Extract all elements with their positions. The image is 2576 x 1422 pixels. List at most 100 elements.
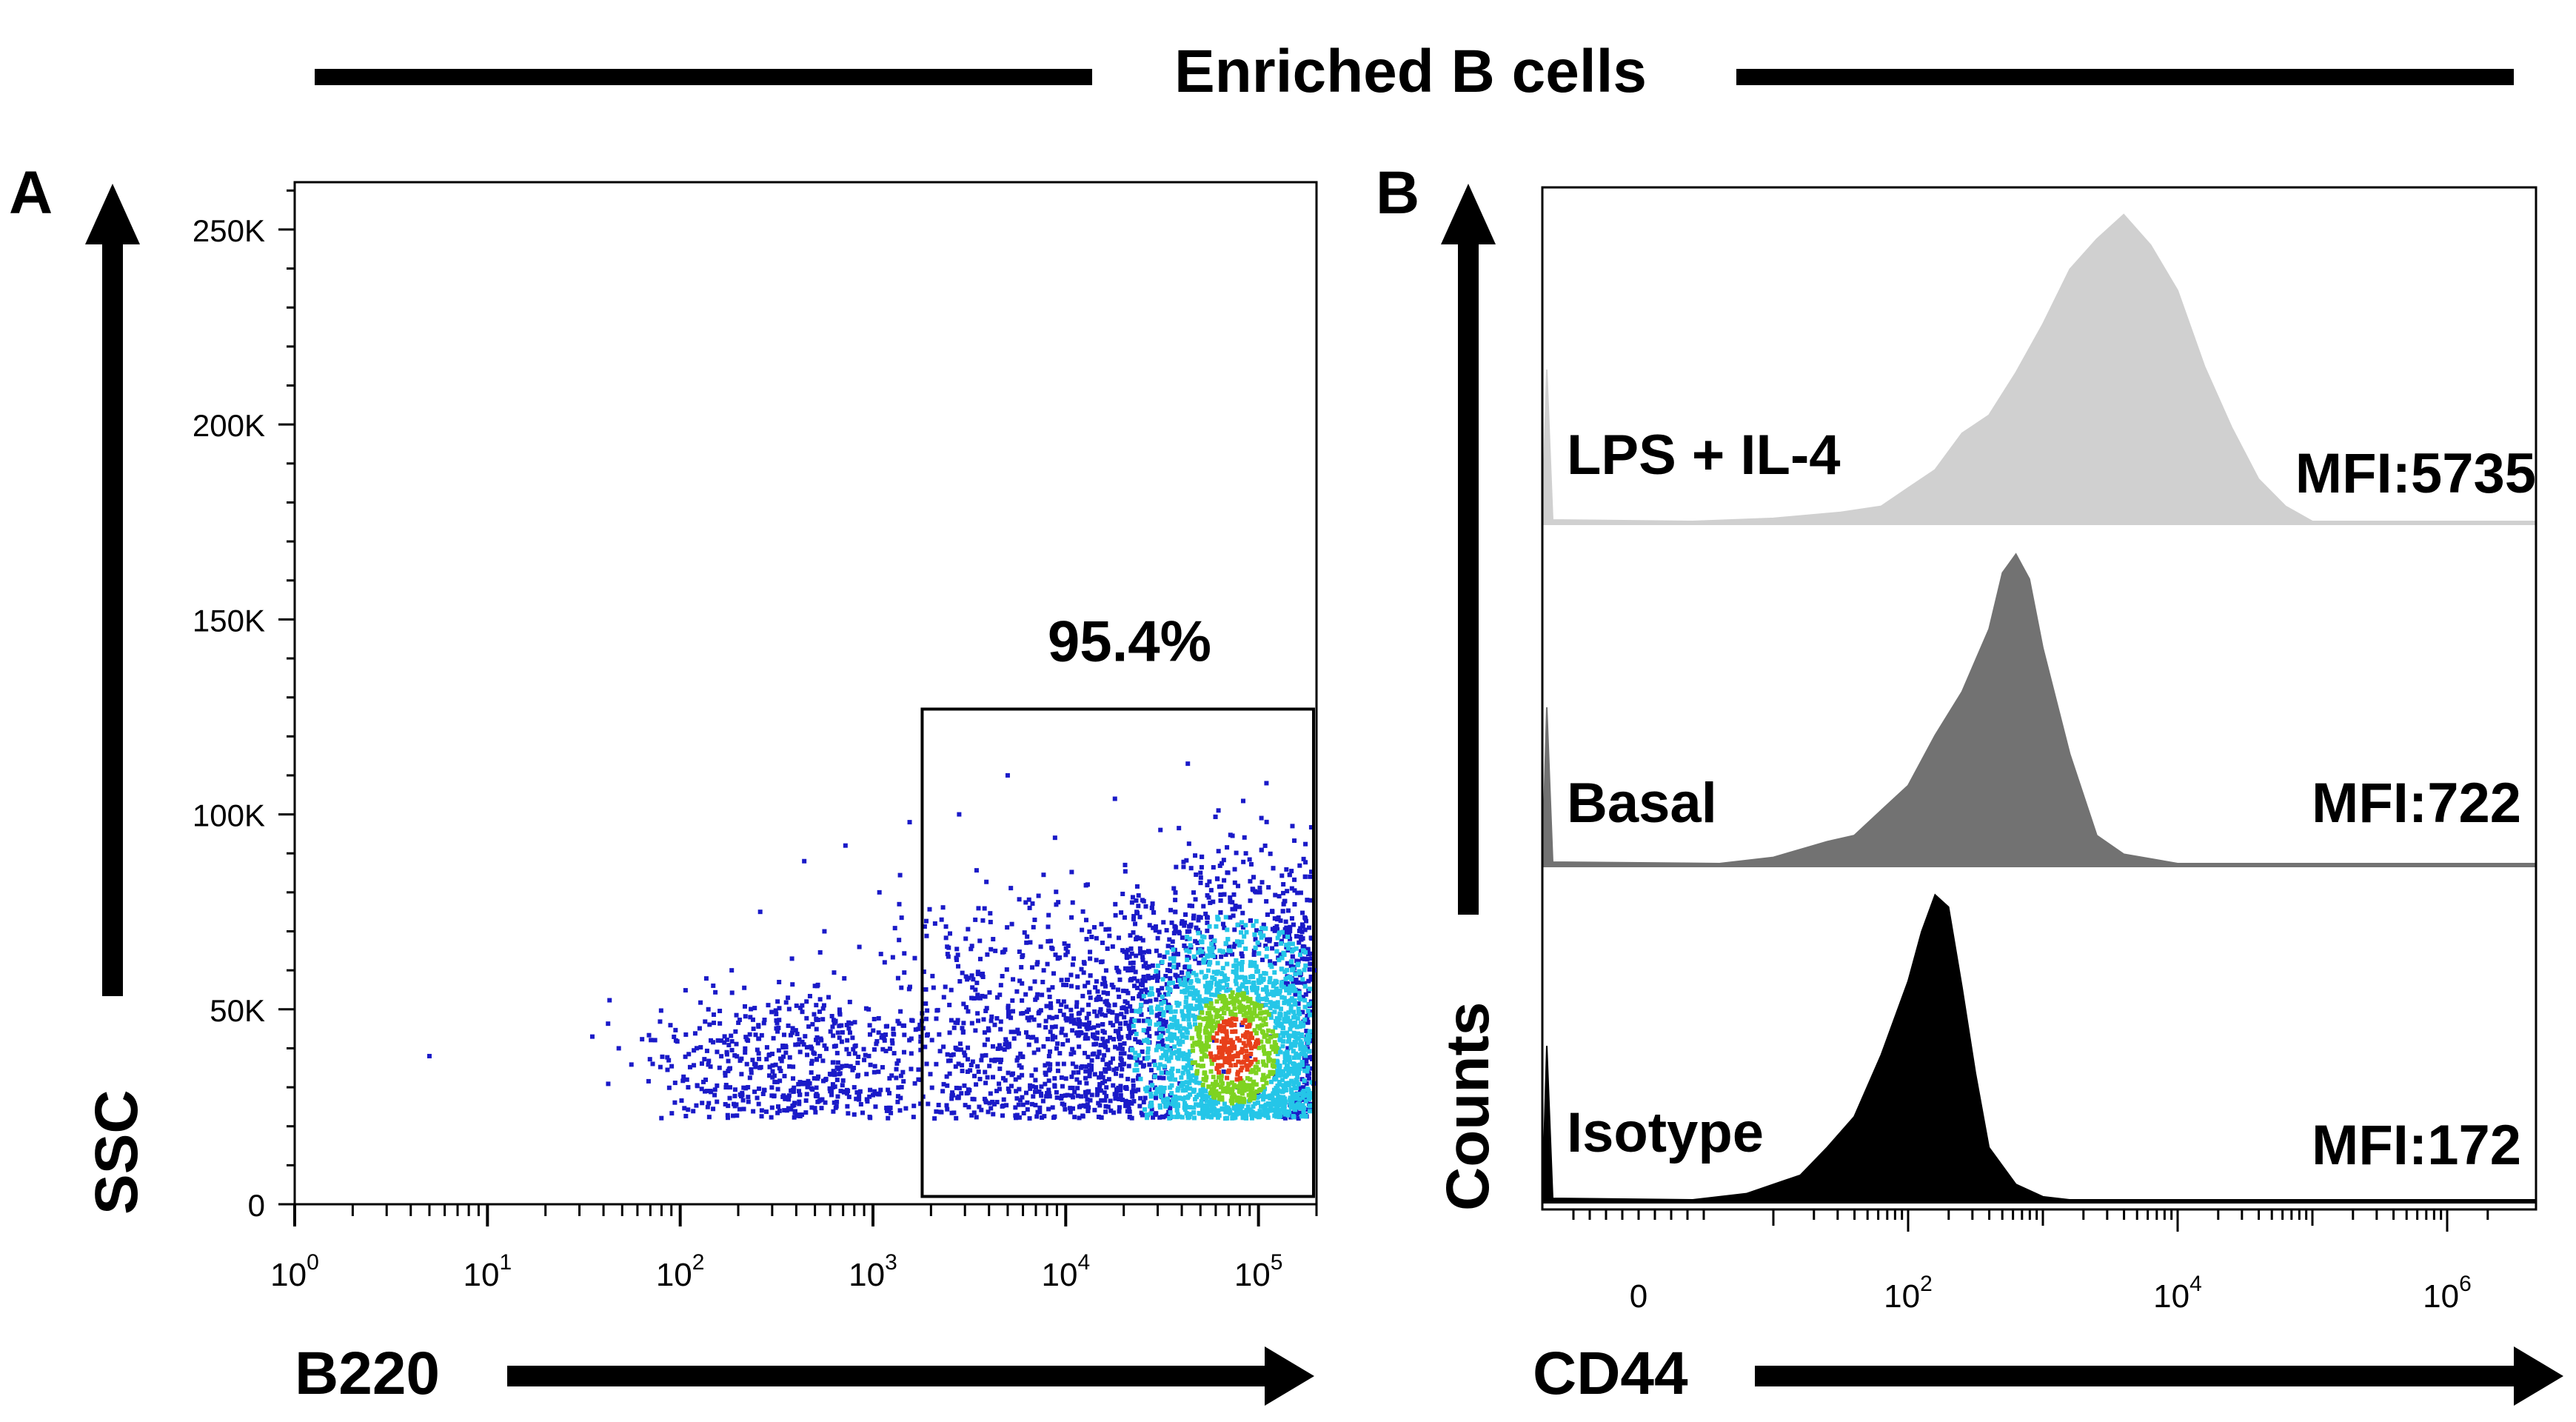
event-dot — [1221, 1069, 1226, 1075]
event-dot — [1158, 1094, 1163, 1099]
event-dot — [1148, 998, 1153, 1004]
event-dot — [797, 1092, 803, 1098]
event-dot — [1188, 866, 1194, 871]
event-dot — [1280, 1044, 1285, 1049]
event-dot — [1261, 1084, 1266, 1089]
event-dot — [1201, 1095, 1206, 1100]
event-dot — [1006, 1014, 1011, 1019]
event-dot — [890, 1041, 895, 1046]
event-dot — [1105, 1061, 1111, 1066]
event-dot — [1297, 952, 1302, 958]
event-dot — [1302, 874, 1308, 879]
event-dot — [686, 1107, 691, 1112]
event-dot — [1017, 1086, 1022, 1092]
event-dot — [1260, 1059, 1265, 1064]
event-dot — [945, 944, 950, 949]
event-dot — [1138, 1002, 1143, 1007]
event-dot — [983, 1098, 988, 1104]
event-dot — [1148, 1080, 1154, 1085]
event-dot — [1275, 1083, 1280, 1088]
event-dot — [1157, 1027, 1162, 1032]
event-dot — [803, 1098, 809, 1104]
event-dot — [1209, 941, 1214, 947]
event-dot — [1302, 1105, 1307, 1110]
event-dot — [1232, 1046, 1237, 1051]
event-dot — [1188, 978, 1194, 984]
event-dot — [1141, 898, 1146, 904]
event-dot — [660, 1054, 665, 1059]
event-dot — [1205, 968, 1211, 973]
event-dot — [800, 1039, 805, 1044]
event-dot — [1243, 1044, 1248, 1049]
event-dot — [1195, 989, 1200, 995]
event-dot — [982, 1042, 987, 1047]
event-dot — [934, 1016, 939, 1021]
event-dot — [812, 1076, 817, 1081]
event-dot — [1244, 1083, 1249, 1088]
event-dot — [1242, 1115, 1248, 1120]
event-dot — [1211, 1094, 1216, 1099]
event-dot — [1129, 900, 1134, 905]
event-dot — [1221, 985, 1226, 990]
event-dot — [946, 1058, 951, 1064]
event-dot — [740, 1090, 745, 1095]
event-dot — [1185, 958, 1190, 963]
event-dot — [724, 1037, 729, 1042]
event-dot — [1040, 992, 1045, 998]
event-dot — [1305, 1008, 1311, 1013]
event-dot — [1251, 1069, 1257, 1074]
event-dot — [1068, 972, 1074, 978]
event-dot — [1254, 918, 1259, 924]
event-dot — [1237, 986, 1242, 991]
event-dot — [1230, 1098, 1235, 1104]
event-dot — [1208, 887, 1214, 892]
event-dot — [1118, 1093, 1123, 1098]
event-dot — [1051, 971, 1057, 976]
event-dot — [1196, 930, 1201, 935]
event-dot — [906, 987, 911, 992]
event-dot — [1240, 954, 1245, 959]
event-dot — [1234, 993, 1240, 998]
event-dot — [844, 1047, 849, 1052]
event-dot — [1119, 1012, 1124, 1017]
event-dot — [1272, 1077, 1277, 1082]
event-dot — [1268, 1035, 1274, 1040]
event-dot — [855, 1061, 860, 1066]
event-dot — [1304, 1029, 1309, 1034]
event-dot — [957, 1086, 962, 1091]
event-dot — [1305, 947, 1311, 952]
event-dot — [1088, 973, 1093, 978]
event-dot — [1226, 1040, 1231, 1045]
event-dot — [1303, 916, 1308, 921]
event-dot — [953, 1064, 958, 1069]
event-dot — [1068, 984, 1074, 989]
event-dot — [698, 1045, 703, 1050]
event-dot — [1174, 1036, 1180, 1041]
event-dot — [1254, 1082, 1259, 1087]
event-dot — [1221, 858, 1226, 863]
event-dot — [1283, 1012, 1288, 1018]
event-dot — [1239, 975, 1244, 980]
event-dot — [1072, 1089, 1077, 1095]
event-dot — [1249, 1012, 1254, 1018]
event-dot — [1065, 977, 1070, 982]
event-dot — [1277, 1064, 1282, 1069]
event-dot — [1145, 1037, 1150, 1042]
event-dot — [1309, 1080, 1314, 1085]
event-dot — [1273, 1025, 1278, 1030]
event-dot — [966, 1104, 971, 1109]
event-dot — [770, 1075, 775, 1080]
event-dot — [1137, 946, 1143, 951]
event-dot — [781, 1032, 786, 1038]
event-dot — [1032, 917, 1037, 922]
event-dot — [1250, 987, 1255, 992]
event-dot — [966, 927, 971, 932]
event-dot — [1292, 1086, 1297, 1091]
event-dot — [822, 1043, 827, 1048]
event-dot — [1282, 969, 1288, 975]
event-dot — [1117, 1026, 1123, 1031]
event-dot — [1114, 1087, 1120, 1092]
event-dot — [1288, 1103, 1293, 1108]
event-dot — [1174, 1108, 1180, 1113]
event-dot — [1291, 964, 1297, 969]
